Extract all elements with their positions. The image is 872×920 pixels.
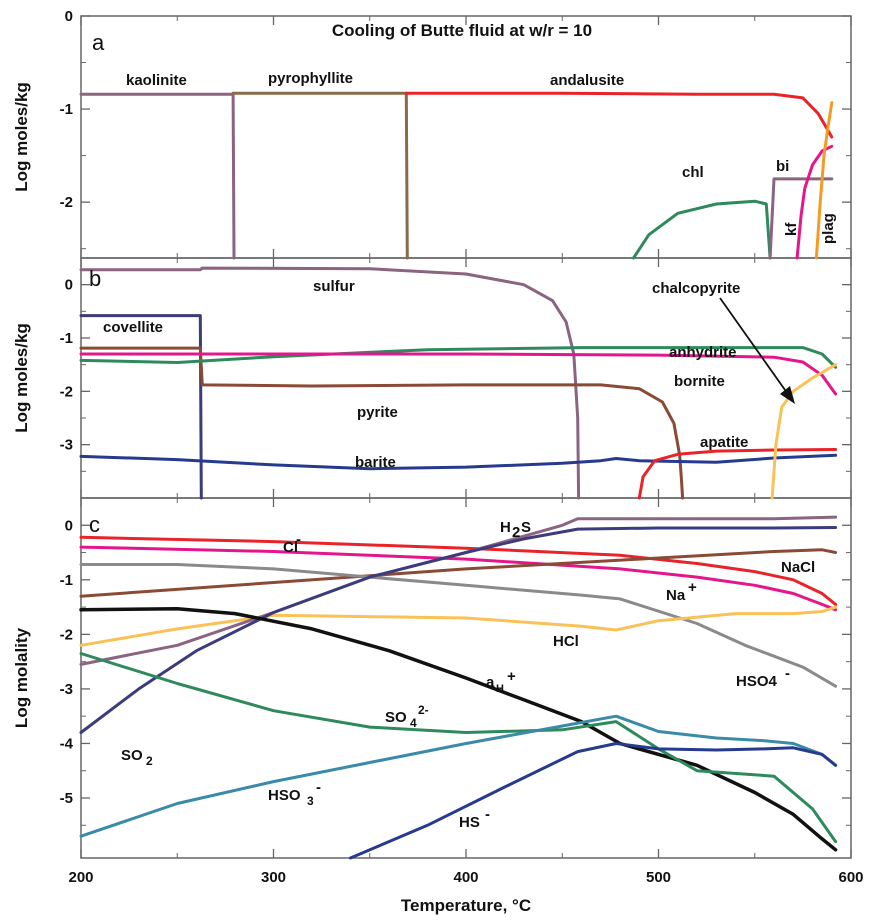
label-bi: bi	[776, 158, 789, 175]
series-c-h2s	[79, 515, 838, 666]
label-hs: HS	[459, 814, 480, 831]
series-a-andalusite	[404, 91, 834, 139]
label-hs-charge: -	[485, 806, 490, 823]
label-anhydrite: anhydrite	[669, 344, 737, 361]
xlabel: Temperature, °C	[401, 896, 531, 915]
panel-a-frame	[80, 15, 852, 259]
ytick-label-a-0: 0	[65, 8, 73, 25]
label-covellite: covellite	[103, 319, 163, 336]
ytick-label-c-3: -3	[60, 681, 73, 698]
panel-a-letter: a	[92, 30, 105, 55]
panel-b-letter: b	[89, 266, 101, 291]
series-c-hso3-	[79, 714, 838, 838]
series-c-nacl	[79, 548, 838, 598]
label-h2s-h: H	[500, 519, 511, 536]
labels-layer: Cooling of Butte fluid at w/r = 10 a kao…	[12, 21, 837, 915]
label-na: Na	[666, 587, 686, 604]
ytick-label-c-1: -1	[60, 572, 73, 589]
xtick-label-0: 200	[68, 869, 93, 886]
series-c-na-	[79, 545, 838, 612]
label-hso3-charge: -	[316, 779, 321, 796]
label-so2: SO	[121, 747, 143, 764]
series-b-covellite	[79, 314, 203, 500]
label-ah: a	[486, 674, 495, 691]
series-b-chalcopyrite	[770, 363, 838, 500]
label-cl: Cl	[283, 539, 298, 556]
ylabel-panel-c: Log molality	[12, 627, 31, 728]
label-sulfur: sulfur	[313, 278, 355, 295]
series-a-pyrophyllite	[231, 91, 409, 260]
ytick-label-b-3: -3	[60, 437, 73, 454]
ytick-label-c-0: 0	[65, 517, 73, 534]
label-hso3-sub: 3	[307, 794, 314, 808]
label-so4-charge: 2-	[418, 703, 429, 717]
series-c-hso4-	[79, 563, 838, 688]
label-so4: SO	[385, 709, 407, 726]
xtick-label-4: 600	[838, 869, 863, 886]
label-hso3: HSO	[268, 787, 301, 804]
label-andalusite: andalusite	[550, 72, 624, 89]
series-b-anhydrite	[79, 346, 838, 369]
lines-layer	[79, 91, 838, 860]
label-cl-charge: -	[296, 531, 301, 548]
xtick-label-1: 300	[261, 869, 286, 886]
label-plag: plag	[820, 213, 837, 244]
series-b-pyrite	[79, 346, 685, 500]
label-nacl: NaCl	[781, 559, 815, 576]
series-a-plag	[814, 101, 834, 260]
label-na-charge: +	[688, 579, 697, 596]
arrow-shaft	[719, 297, 791, 398]
ytick-label-b-2: -2	[60, 383, 73, 400]
label-kaolinite: kaolinite	[126, 72, 187, 89]
chart-title: Cooling of Butte fluid at w/r = 10	[332, 21, 592, 40]
label-pyrite: pyrite	[357, 404, 398, 421]
label-hso4-charge: -	[785, 665, 790, 682]
label-chalcopyrite: chalcopyrite	[652, 280, 740, 297]
ytick-label-a-1: -1	[60, 101, 73, 118]
series-c-so4-2-	[79, 652, 838, 844]
panel-c-letter: c	[89, 512, 100, 537]
ytick-label-c-5: -5	[60, 790, 73, 807]
label-hso4: HSO4	[736, 673, 778, 690]
series-c-hs-	[349, 742, 838, 860]
series-c-ah-	[79, 606, 838, 852]
series-a-chl	[632, 199, 772, 260]
series-a-bi	[768, 177, 834, 260]
series-c-hcl	[79, 605, 838, 647]
ytick-label-b-0: 0	[65, 277, 73, 294]
arrow-head	[780, 386, 795, 404]
series-b-bornite	[79, 352, 838, 396]
label-h2s-s: S	[521, 519, 531, 536]
label-so4-sub: 4	[410, 716, 417, 730]
series-c-so2	[79, 526, 838, 734]
xtick-label-3: 500	[646, 869, 671, 886]
label-apatite: apatite	[700, 434, 748, 451]
label-h2s-sub: 2	[512, 524, 520, 541]
label-ah-sub: H	[496, 683, 504, 695]
xtick-label-2: 400	[453, 869, 478, 886]
ylabel-panel-b: Log moles/kg	[12, 323, 31, 433]
label-chl: chl	[682, 164, 704, 181]
series-b-sulfur	[79, 266, 581, 500]
label-pyrophyllite: pyrophyllite	[268, 70, 353, 87]
chalcopyrite-arrow	[719, 297, 795, 404]
series-b-apatite	[637, 448, 838, 500]
ytick-label-b-1: -1	[60, 330, 73, 347]
label-ah-charge: +	[507, 668, 516, 685]
ytick-label-a-2: -2	[60, 194, 73, 211]
ytick-label-c-2: -2	[60, 626, 73, 643]
label-barite: barite	[355, 454, 396, 471]
ytick-label-c-4: -4	[60, 735, 74, 752]
ylabel-panel-a: Log moles/kg	[12, 82, 31, 192]
label-hcl: HCl	[553, 633, 579, 650]
series-a-kaolinite	[79, 92, 236, 260]
label-kf: kf	[783, 222, 800, 236]
label-bornite: bornite	[674, 373, 725, 390]
series-b-barite	[79, 453, 838, 471]
label-so2-sub: 2	[146, 754, 153, 768]
series-c-cl-	[79, 535, 838, 606]
